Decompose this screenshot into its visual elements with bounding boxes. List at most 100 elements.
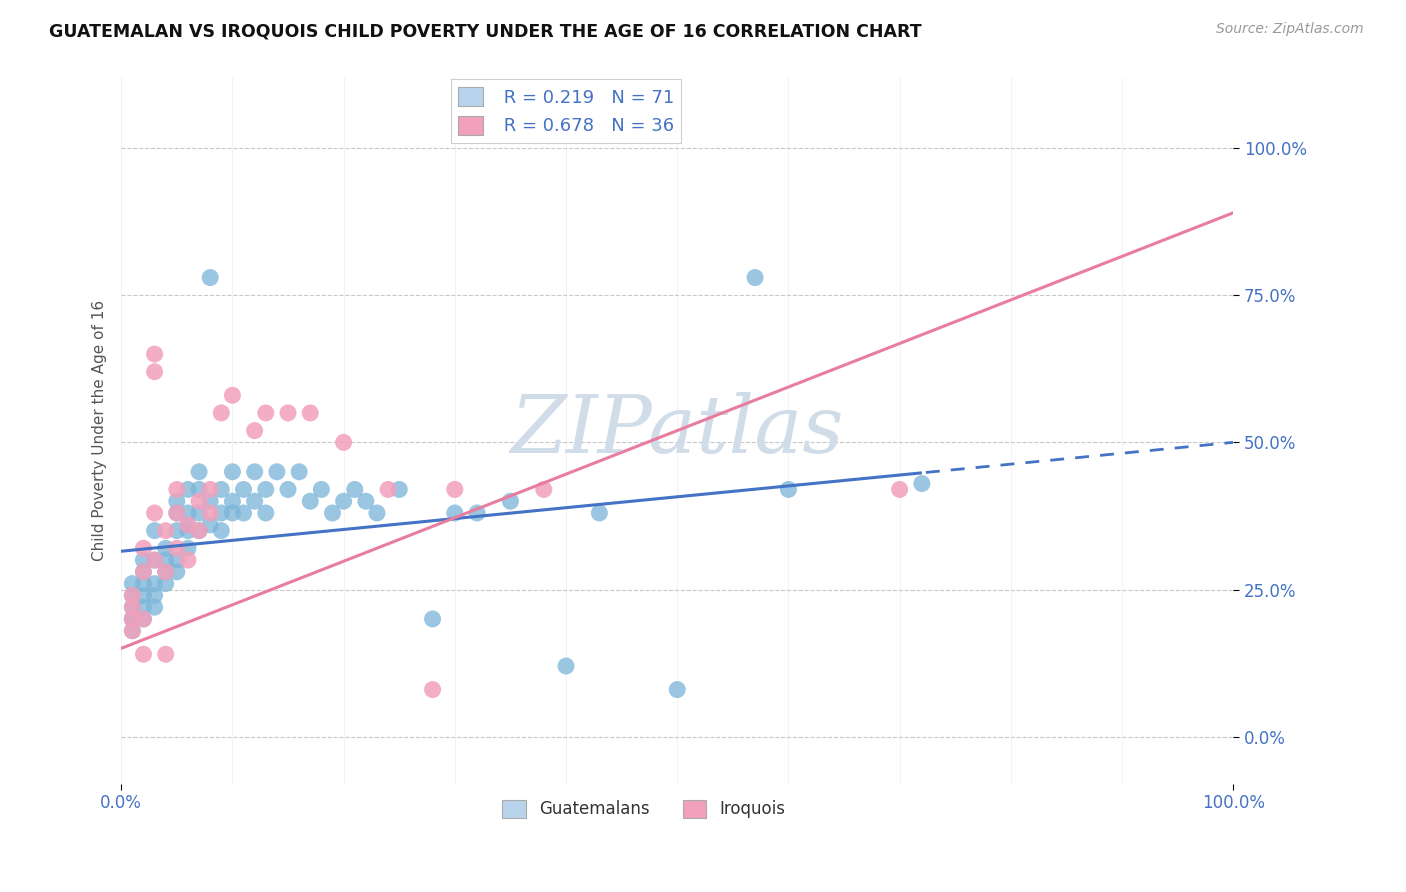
Point: [277, 406, 299, 420]
Point: [121, 624, 143, 638]
Legend: Guatemalans, Iroquois: Guatemalans, Iroquois: [495, 793, 792, 825]
Point: [121, 600, 143, 615]
Point: [332, 435, 354, 450]
Point: [443, 506, 465, 520]
Point: [132, 553, 155, 567]
Point: [465, 506, 488, 520]
Point: [155, 647, 177, 661]
Point: [277, 483, 299, 497]
Point: [232, 506, 254, 520]
Point: [121, 588, 143, 602]
Point: [177, 517, 200, 532]
Point: [143, 553, 166, 567]
Point: [132, 588, 155, 602]
Point: [889, 483, 911, 497]
Point: [377, 483, 399, 497]
Point: [354, 494, 377, 508]
Point: [143, 524, 166, 538]
Text: Source: ZipAtlas.com: Source: ZipAtlas.com: [1216, 22, 1364, 37]
Point: [588, 506, 610, 520]
Point: [121, 600, 143, 615]
Y-axis label: Child Poverty Under the Age of 16: Child Poverty Under the Age of 16: [93, 300, 107, 561]
Point: [243, 424, 266, 438]
Point: [143, 576, 166, 591]
Point: [132, 576, 155, 591]
Point: [166, 553, 188, 567]
Point: [422, 682, 444, 697]
Point: [143, 365, 166, 379]
Point: [198, 494, 221, 508]
Point: [132, 647, 155, 661]
Point: [132, 612, 155, 626]
Point: [243, 494, 266, 508]
Point: [121, 624, 143, 638]
Point: [143, 553, 166, 567]
Point: [177, 517, 200, 532]
Point: [366, 506, 388, 520]
Point: [143, 506, 166, 520]
Point: [177, 506, 200, 520]
Text: GUATEMALAN VS IROQUOIS CHILD POVERTY UNDER THE AGE OF 16 CORRELATION CHART: GUATEMALAN VS IROQUOIS CHILD POVERTY UND…: [49, 22, 922, 40]
Point: [155, 553, 177, 567]
Point: [209, 483, 232, 497]
Point: [198, 270, 221, 285]
Point: [166, 483, 188, 497]
Point: [177, 553, 200, 567]
Point: [533, 483, 555, 497]
Point: [209, 524, 232, 538]
Point: [232, 483, 254, 497]
Point: [188, 506, 211, 520]
Point: [121, 588, 143, 602]
Point: [221, 388, 243, 402]
Point: [177, 524, 200, 538]
Point: [177, 541, 200, 556]
Point: [121, 612, 143, 626]
Point: [198, 517, 221, 532]
Point: [254, 406, 277, 420]
Point: [299, 494, 322, 508]
Point: [121, 576, 143, 591]
Point: [132, 541, 155, 556]
Point: [121, 612, 143, 626]
Point: [188, 524, 211, 538]
Point: [155, 565, 177, 579]
Point: [188, 465, 211, 479]
Text: ZIPatlas: ZIPatlas: [510, 392, 844, 469]
Point: [188, 524, 211, 538]
Point: [911, 476, 934, 491]
Point: [143, 600, 166, 615]
Point: [166, 541, 188, 556]
Point: [143, 588, 166, 602]
Point: [209, 406, 232, 420]
Point: [166, 565, 188, 579]
Point: [132, 612, 155, 626]
Point: [422, 612, 444, 626]
Point: [177, 483, 200, 497]
Point: [155, 565, 177, 579]
Point: [132, 600, 155, 615]
Point: [198, 506, 221, 520]
Point: [155, 524, 177, 538]
Point: [166, 506, 188, 520]
Point: [221, 465, 243, 479]
Point: [243, 465, 266, 479]
Point: [209, 506, 232, 520]
Point: [311, 483, 333, 497]
Point: [155, 576, 177, 591]
Point: [155, 541, 177, 556]
Point: [221, 506, 243, 520]
Point: [555, 659, 578, 673]
Point: [143, 347, 166, 361]
Point: [166, 524, 188, 538]
Point: [778, 483, 800, 497]
Point: [254, 506, 277, 520]
Point: [666, 682, 689, 697]
Point: [121, 612, 143, 626]
Point: [388, 483, 411, 497]
Point: [188, 483, 211, 497]
Point: [744, 270, 766, 285]
Point: [321, 506, 343, 520]
Point: [166, 506, 188, 520]
Point: [332, 494, 354, 508]
Point: [499, 494, 522, 508]
